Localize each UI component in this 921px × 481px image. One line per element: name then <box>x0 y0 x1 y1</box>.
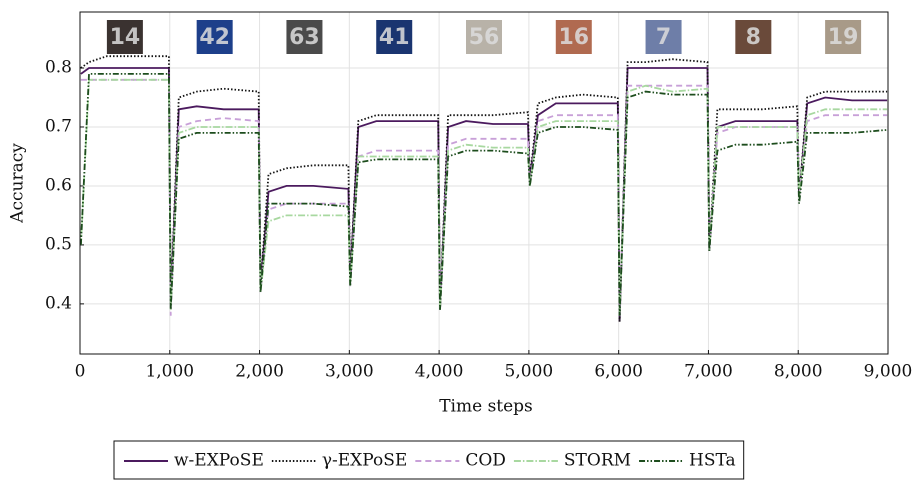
y-tick-label: 0.4 <box>45 293 72 313</box>
x-tick-label: 1,000 <box>145 362 194 382</box>
thumbnail-label: 56 <box>469 25 500 50</box>
series-line <box>80 78 888 316</box>
thumbnail <box>106 20 143 54</box>
thumbnail-label: 7 <box>656 25 671 50</box>
y-tick-label: 0.7 <box>45 116 72 136</box>
x-tick-label: 9,000 <box>864 362 913 382</box>
x-tick-label: 0 <box>75 362 86 382</box>
thumbnail <box>466 20 502 54</box>
thumbnail-label: 14 <box>110 25 141 50</box>
thumbnail <box>555 20 592 54</box>
legend: w-EXPoSE γ-EXPoSE COD STORM HSTa <box>113 440 745 480</box>
legend-label: HSTa <box>689 451 736 471</box>
legend-label: COD <box>465 451 506 471</box>
thumbnail <box>376 20 413 54</box>
thumbnail <box>735 20 772 54</box>
plot-frame <box>79 11 889 355</box>
legend-label: STORM <box>564 451 631 471</box>
y-tick-label: 0.6 <box>45 175 72 195</box>
series-line <box>80 67 888 322</box>
x-tick-label: 4,000 <box>415 362 464 382</box>
x-tick-label: 5,000 <box>505 362 554 382</box>
x-tick-label: 2,000 <box>235 362 284 382</box>
y-axis-label: Accuracy <box>8 143 28 224</box>
thumbnail-label: 42 <box>199 25 230 50</box>
series-line <box>80 55 888 322</box>
thumbnail-label: 16 <box>558 25 589 50</box>
thumbnail <box>825 20 862 54</box>
thumbnail <box>196 20 233 54</box>
thumbnail <box>645 20 682 54</box>
x-tick-label: 3,000 <box>325 362 374 382</box>
thumbnail <box>286 20 323 54</box>
x-tick-label: 7,000 <box>684 362 733 382</box>
legend-label: γ-EXPoSE <box>322 451 407 471</box>
thumbnail-label: 19 <box>828 25 859 50</box>
y-tick-label: 0.5 <box>45 234 72 254</box>
x-tick-label: 8,000 <box>774 362 823 382</box>
thumbnail-label: 63 <box>289 25 320 50</box>
thumbnail-label: 41 <box>379 25 410 50</box>
x-axis-label: Time steps <box>439 397 533 417</box>
legend-label: w-EXPoSE <box>174 451 264 471</box>
series-line <box>80 73 888 316</box>
y-tick-label: 0.8 <box>45 58 72 78</box>
series-line <box>80 78 888 316</box>
x-tick-label: 6,000 <box>594 362 643 382</box>
thumbnail-label: 8 <box>746 25 761 50</box>
